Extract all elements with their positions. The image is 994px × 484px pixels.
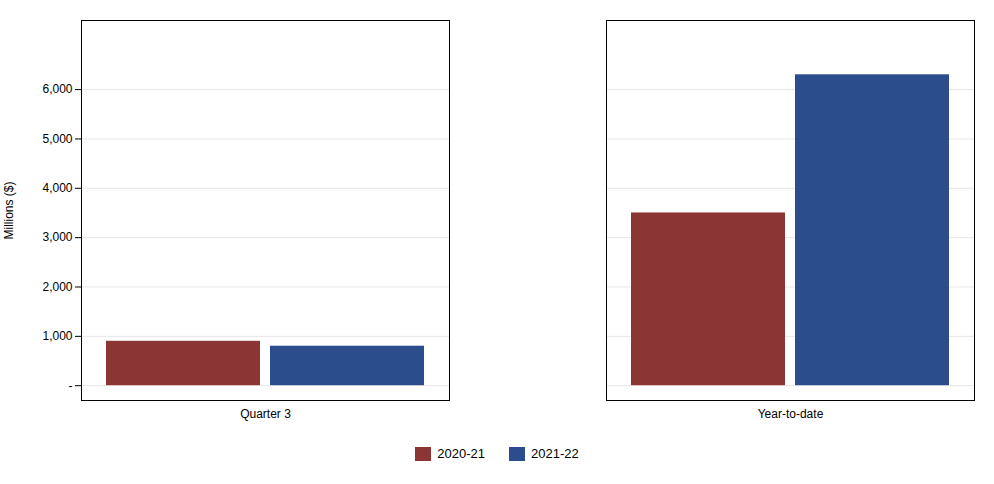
svg-text:1,000: 1,000 [42, 329, 72, 343]
svg-text:Quarter 3: Quarter 3 [240, 407, 291, 421]
svg-text:Millions ($): Millions ($) [2, 181, 16, 239]
svg-text:4,000: 4,000 [42, 181, 72, 195]
html-text:2020-21: 2020-21 [437, 446, 485, 461]
svg-text:Year-to-date: Year-to-date [758, 407, 824, 421]
svg-text:3,000: 3,000 [42, 230, 72, 244]
svg-text:-: - [69, 379, 73, 393]
svg-text:6,000: 6,000 [42, 82, 72, 96]
html-text:2021-22: 2021-22 [531, 446, 579, 461]
svg-text:2,000: 2,000 [42, 280, 72, 294]
svg-text:5,000: 5,000 [42, 132, 72, 146]
